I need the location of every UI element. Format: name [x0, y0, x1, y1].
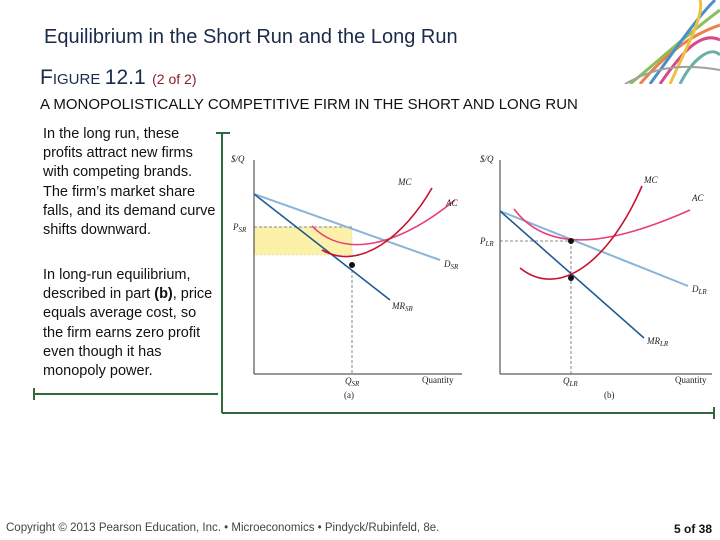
panel-a-demand-sub: SR	[451, 263, 460, 271]
para2-text-b: , price equals average cost, so the firm…	[43, 286, 213, 380]
panel-a-q-label: QSR	[345, 376, 360, 388]
panel-b-ac-label: AC	[691, 193, 704, 203]
decorative-ribbons-graphic	[624, 0, 720, 84]
figure-prefix-small: IGURE	[52, 71, 101, 88]
panel-a-ac-label: AC	[445, 198, 458, 208]
panel-b-equilibrium-point-top	[568, 238, 574, 244]
panel-a-mr-sub: SR	[405, 305, 414, 313]
panel-b-mr-label: MRLR	[646, 336, 669, 348]
copyright-footer: Copyright © 2013 Pearson Education, Inc.…	[6, 522, 440, 534]
panel-b-price-sub: LR	[485, 240, 495, 248]
panel-b-q-label: QLR	[563, 376, 578, 388]
panel-b-q-sub: LR	[569, 380, 579, 388]
panel-a-demand-label: DSR	[443, 259, 459, 271]
panel-a-q-sub: SR	[352, 380, 361, 388]
figure-subtitle: A MONOPOLISTICALLY COMPETITIVE FIRM IN T…	[40, 96, 578, 113]
panel-a-ac-curve	[311, 199, 456, 246]
panel-a-mc-curve	[321, 187, 433, 258]
panel-b-y-axis-label: $/Q	[480, 154, 494, 164]
panel-b-price-main: P	[479, 236, 486, 246]
panel-a-caption: (a)	[344, 390, 354, 400]
page-number: 5 of 38	[673, 522, 712, 536]
panel-b-demand-label: DLR	[691, 284, 707, 296]
panel-b-price-label: PLR	[479, 236, 494, 248]
panel-a-mr-label: MRSR	[391, 301, 414, 313]
panel-b-equilibrium-point-bottom	[568, 275, 574, 281]
panel-b-mr-sub: LR	[659, 340, 669, 348]
slide-bracket-lines	[33, 132, 715, 419]
figure-prefix-big: F	[40, 66, 53, 89]
figure-label: FIGURE 12.1 (2 of 2)	[40, 66, 196, 90]
explanation-paragraph-1: In the long run, these profits attract n…	[43, 126, 216, 239]
panel-a-demand-curve	[253, 193, 441, 261]
panel-a: $/Q Quantity PSR QSR MC AC DSR MRSR (a)	[231, 154, 462, 400]
panel-b-demand-curve	[499, 210, 689, 287]
panel-a-equilibrium-point	[349, 262, 355, 268]
para2-text-a: In long-run equilibrium, described in pa…	[43, 267, 191, 303]
panel-a-mr-curve	[253, 193, 391, 301]
slide-title: Equilibrium in the Short Run and the Lon…	[44, 26, 458, 48]
panel-b-mr-main: MR	[646, 336, 660, 346]
panel-a-mc-label: MC	[397, 177, 412, 187]
panel-a-price-label: PSR	[232, 222, 247, 234]
panel-a-q-main: Q	[345, 376, 352, 386]
panel-b-q-main: Q	[563, 376, 570, 386]
explanation-paragraph-2: In long-run equilibrium, described in pa…	[43, 266, 218, 381]
panel-a-mr-main: MR	[391, 301, 405, 311]
panel-b-caption: (b)	[604, 390, 615, 400]
panel-b-x-axis-label: Quantity	[675, 375, 707, 385]
panel-b-ac-curve	[513, 208, 691, 241]
panel-a-price-sub: SR	[239, 226, 248, 234]
panel-a-price-main: P	[232, 222, 239, 232]
panel-b-mc-label: MC	[643, 175, 658, 185]
panel-b: $/Q Quantity PLR QLR MC AC DLR MRLR (b)	[479, 154, 712, 400]
figure-part: (2 of 2)	[152, 71, 197, 87]
panel-b-demand-sub: LR	[698, 288, 708, 296]
panel-a-demand-main: D	[443, 259, 451, 269]
panel-b-demand-main: D	[691, 284, 699, 294]
panel-a-x-axis-label: Quantity	[422, 375, 454, 385]
panel-b-mc-curve	[519, 185, 643, 280]
panel-a-y-axis-label: $/Q	[231, 154, 245, 164]
figure-number: 12.1	[104, 66, 146, 89]
para2-bold: (b)	[154, 286, 173, 303]
